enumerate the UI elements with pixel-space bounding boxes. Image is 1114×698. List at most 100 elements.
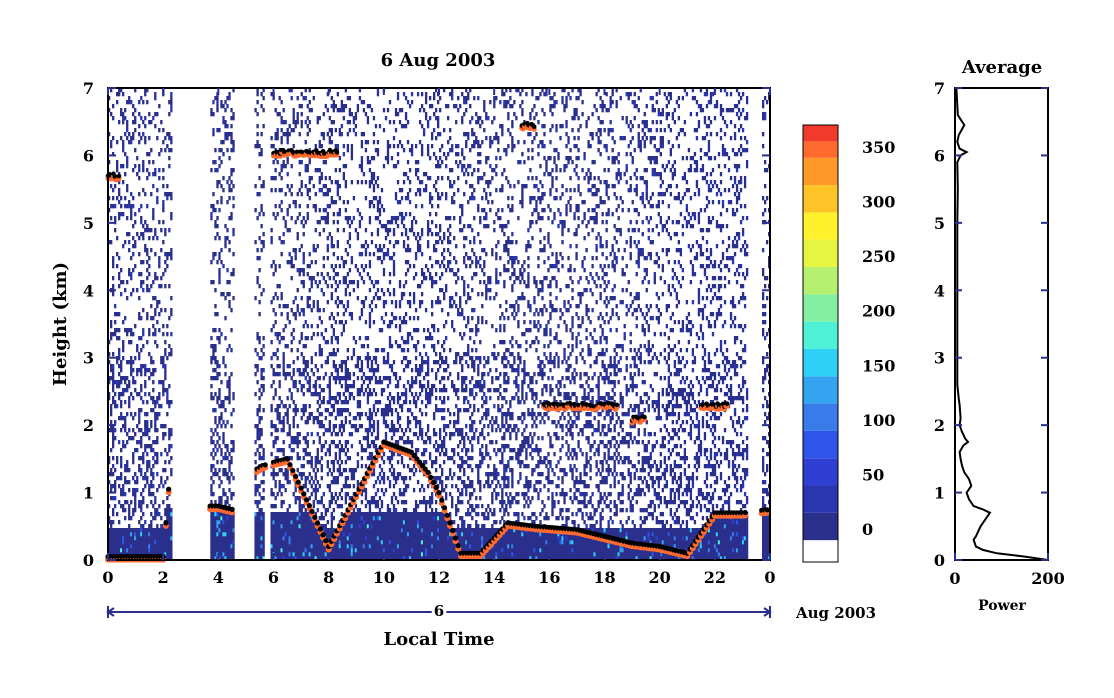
heatmap-cell — [220, 460, 223, 465]
heatmap-cell — [220, 148, 223, 153]
heatmap-cell — [326, 216, 329, 221]
heatmap-cell — [256, 276, 259, 281]
heatmap-cell — [280, 544, 283, 549]
heatmap-cell — [116, 512, 119, 517]
heatmap-cell — [390, 472, 394, 477]
heatmap-cell — [352, 380, 356, 385]
heatmap-cell — [308, 480, 311, 485]
heatmap-cell — [382, 272, 386, 277]
heatmap-cell — [422, 524, 426, 529]
heatmap-cell — [216, 520, 219, 525]
heatmap-cell — [300, 556, 303, 561]
heatmap-cell — [260, 496, 263, 501]
heatmap-cell — [114, 216, 117, 221]
heatmap-cell — [400, 552, 404, 557]
heatmap-cell — [232, 144, 235, 149]
heatmap-cell — [232, 528, 235, 533]
heatmap-cell — [296, 120, 299, 125]
heatmap-cell — [308, 160, 311, 165]
heatmap-cell — [376, 148, 380, 153]
heatmap-cell — [150, 524, 153, 529]
heatmap-cell — [258, 300, 261, 305]
heatmap-cell — [394, 440, 398, 445]
heatmap-cell — [412, 532, 416, 537]
heatmap-cell — [318, 460, 321, 465]
heatmap-cell — [396, 452, 400, 457]
heatmap-cell — [346, 200, 350, 205]
heatmap-cell — [164, 512, 167, 517]
heatmap-cell — [414, 344, 418, 349]
heatmap-cell — [132, 428, 135, 433]
heatmap-cell — [288, 524, 291, 529]
heatmap-cell — [112, 188, 115, 193]
heatmap-cell — [344, 496, 348, 501]
heatmap-cell — [330, 236, 333, 241]
heatmap-cell — [334, 400, 337, 405]
heatmap-cell — [148, 256, 151, 261]
heatmap-cell — [348, 552, 352, 557]
heatmap-cell — [318, 424, 321, 429]
heatmap-cell — [292, 360, 295, 365]
heatmap-cell — [404, 356, 408, 361]
heatmap-cell — [124, 516, 127, 521]
heatmap-cell — [108, 132, 111, 137]
heatmap-cell — [414, 524, 418, 529]
heatmap-cell — [404, 280, 408, 285]
heatmap-cell — [336, 256, 339, 261]
heatmap-cell — [142, 344, 145, 349]
heatmap-cell — [406, 548, 410, 553]
heatmap-cell — [152, 332, 155, 337]
heatmap-cell — [112, 104, 115, 109]
heatmap-cell — [392, 244, 396, 249]
heatmap-cell — [430, 344, 434, 349]
heatmap-cell — [302, 532, 305, 537]
heatmap-cell — [276, 512, 279, 517]
heatmap-cell — [126, 532, 129, 537]
heatmap-cell — [278, 516, 281, 521]
heatmap-cell — [254, 544, 257, 549]
heatmap-cell — [164, 260, 167, 265]
heatmap-cell — [314, 384, 317, 389]
heatmap-cell — [158, 264, 161, 269]
heatmap-cell — [144, 536, 147, 541]
heatmap-cell — [138, 544, 141, 549]
heatmap-cell — [216, 364, 219, 369]
heatmap-cell — [342, 424, 346, 429]
heatmap-cell — [218, 328, 221, 333]
heatmap-cell — [230, 272, 233, 277]
heatmap-cell — [222, 544, 225, 549]
heatmap-cell — [108, 196, 111, 201]
heatmap-cell — [434, 528, 438, 533]
heatmap-cell — [432, 540, 436, 545]
heatmap-cell — [148, 540, 151, 545]
heatmap-cell — [394, 112, 398, 117]
heatmap-cell — [140, 220, 143, 225]
heatmap-cell — [388, 532, 392, 537]
heatmap-cell — [112, 136, 115, 141]
heatmap-cell — [306, 528, 309, 533]
heatmap-cell — [370, 500, 374, 505]
heatmap-cell — [222, 440, 225, 445]
heatmap-cell — [408, 168, 412, 173]
heatmap-cell — [302, 528, 305, 533]
heatmap-cell — [210, 484, 213, 489]
heatmap-cell — [122, 424, 125, 429]
heatmap-cell — [256, 488, 259, 493]
heatmap-cell — [278, 524, 281, 529]
heatmap-cell — [330, 196, 333, 201]
heatmap-cell — [154, 296, 157, 301]
heatmap-cell — [336, 552, 339, 557]
heatmap-cell — [212, 552, 215, 557]
heatmap-cell — [162, 220, 165, 225]
heatmap-cell — [334, 364, 337, 369]
heatmap-cell — [426, 268, 430, 273]
heatmap-cell — [260, 392, 263, 397]
heatmap-cell — [226, 268, 229, 273]
heatmap-cell — [216, 180, 219, 185]
heatmap-cell — [426, 364, 430, 369]
heatmap-cell — [432, 184, 436, 189]
heatmap-cell — [220, 532, 223, 537]
heatmap-cell — [120, 504, 123, 509]
heatmap-cell — [214, 376, 217, 381]
heatmap-cell — [340, 544, 344, 549]
